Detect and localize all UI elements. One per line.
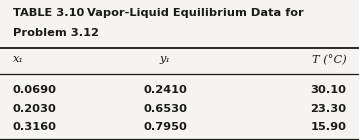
Text: 15.90: 15.90 <box>311 122 346 132</box>
Text: 30.10: 30.10 <box>311 85 346 95</box>
Text: x₁: x₁ <box>13 54 23 65</box>
Text: 0.2030: 0.2030 <box>13 103 56 114</box>
Text: Problem 3.12: Problem 3.12 <box>13 28 98 38</box>
Text: 0.3160: 0.3160 <box>13 122 57 132</box>
Text: Vapor-Liquid Equilibrium Data for: Vapor-Liquid Equilibrium Data for <box>75 8 304 18</box>
Text: 0.6530: 0.6530 <box>143 103 187 114</box>
Text: 0.7950: 0.7950 <box>143 122 187 132</box>
Text: 23.30: 23.30 <box>310 103 346 114</box>
Text: TABLE 3.10: TABLE 3.10 <box>13 8 84 18</box>
Text: T (°C): T (°C) <box>312 54 346 65</box>
Text: 0.2410: 0.2410 <box>143 85 187 95</box>
Text: 0.0690: 0.0690 <box>13 85 57 95</box>
Text: y₁: y₁ <box>160 54 171 65</box>
